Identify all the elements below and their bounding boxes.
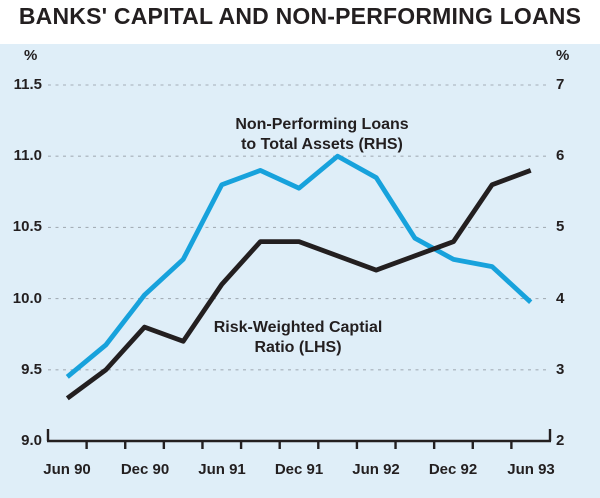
npl-annotation-line2: to Total Assets (RHS) [241,136,403,153]
x-axis [46,429,552,449]
rwc-annotation-line2: Ratio (LHS) [254,339,342,356]
right-axis-unit: % [556,47,570,64]
right-axis-tick: 2 [556,432,565,449]
x-axis-label: Jun 91 [198,461,246,478]
npl-line-series [65,153,533,379]
right-axis-tick: 7 [556,76,565,93]
left-axis-tick: 11.5 [13,76,42,93]
chart-title: BANKS' CAPITAL AND NON-PERFORMING LOANS [18,3,582,29]
gridlines [48,84,550,371]
left-axis-tick: 9.0 [21,432,42,449]
x-axis-label: Jun 93 [507,461,555,478]
x-axis-label: Jun 92 [352,461,400,478]
capital-ratio-series-annotation: Risk-Weighted Captial Ratio (LHS) [214,318,383,358]
left-axis-tick: 10.0 [12,290,42,307]
right-axis-tick: 3 [556,361,565,378]
right-axis-tick: 6 [556,147,565,164]
left-axis-tick: 11.0 [13,147,42,164]
right-axis-tick: 4 [556,290,565,307]
x-axis-label: Dec 92 [428,461,478,478]
npl-series-annotation: Non-Performing Loans to Total Assets (RH… [235,115,408,155]
capital-ratio-line-series [65,168,532,401]
x-axis-label: Dec 90 [120,461,170,478]
left-axis-unit: % [24,47,38,64]
left-axis-tick: 10.5 [12,218,42,235]
rwc-annotation-line1: Risk-Weighted Captial [213,319,383,336]
x-axis-label: Jun 90 [43,461,91,478]
npl-annotation-line1: Non-Performing Loans [235,116,409,133]
x-axis-label: Dec 91 [274,461,324,478]
left-axis-tick: 9.5 [21,361,42,378]
right-axis-tick: 5 [556,218,565,235]
